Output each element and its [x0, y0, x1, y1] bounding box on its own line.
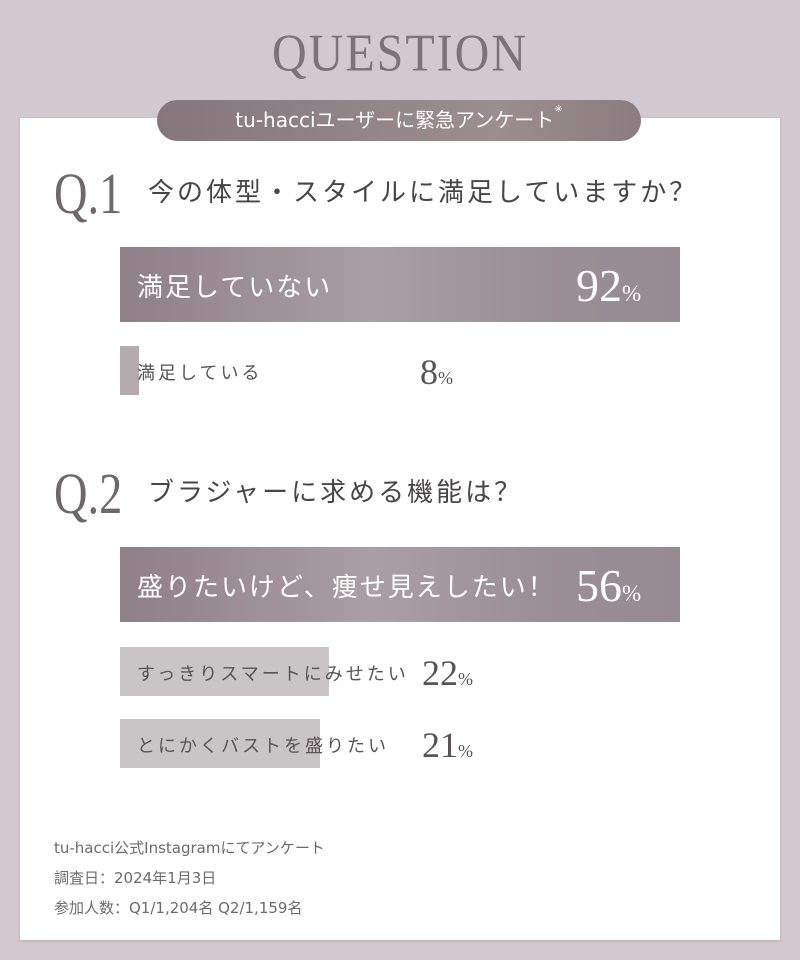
bar-value: 92%	[576, 259, 641, 312]
bar-top	[120, 247, 680, 322]
footer-source: tu-hacci公式Instagramにてアンケート	[54, 839, 325, 857]
value-unit: %	[622, 581, 642, 606]
bar-value: 8%	[420, 351, 453, 393]
question-text: ブラジャーに求める機能は？	[148, 478, 524, 508]
question-text: 今の体型・スタイルに満足していますか？	[148, 178, 699, 208]
badge-note-mark: ※	[554, 104, 563, 115]
page-title: QUESTION	[272, 24, 528, 83]
footer-date: 調査日：2024年1月3日	[54, 869, 217, 887]
bar-top	[120, 547, 680, 622]
value-unit: %	[438, 368, 453, 388]
bar-option	[120, 719, 320, 768]
bar-value: 56%	[576, 559, 641, 612]
survey-badge: tu-hacciユーザーに緊急アンケート※	[157, 100, 641, 141]
bar-option	[120, 346, 139, 395]
value-number: 8	[420, 352, 438, 392]
footer-participants: 参加人数：Q1/1,204名 Q2/1,159名	[54, 899, 303, 917]
bar-label: とにかくバストを盛りたい	[137, 736, 389, 757]
bar-option	[120, 647, 329, 696]
question-number: Q.1	[54, 161, 123, 226]
value-number: 92	[576, 260, 622, 311]
survey-card	[20, 118, 780, 940]
badge-text: tu-hacciユーザーに緊急アンケート	[235, 108, 555, 132]
value-unit: %	[622, 281, 642, 306]
value-unit: %	[458, 741, 473, 761]
bar-label: すっきりスマートにみせたい	[137, 664, 409, 685]
bar-value: 22%	[422, 652, 473, 694]
value-number: 21	[422, 725, 458, 765]
value-number: 56	[576, 560, 622, 611]
bar-label: 盛りたいけど、痩せ見えしたい！	[137, 573, 556, 603]
bar-label: 満足していない	[137, 273, 333, 303]
bar-value: 21%	[422, 724, 473, 766]
bar-label: 満足している	[137, 363, 263, 384]
question-number: Q.2	[54, 461, 123, 526]
value-number: 22	[422, 653, 458, 693]
value-unit: %	[458, 669, 473, 689]
